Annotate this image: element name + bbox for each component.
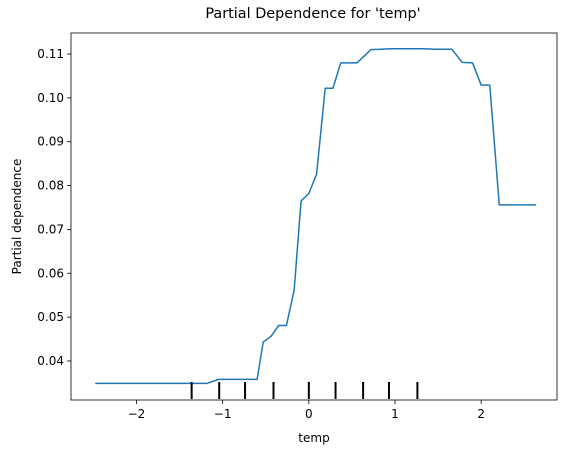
y-tick-label-4: 0.08 — [37, 179, 64, 193]
y-tick-label-2: 0.06 — [37, 266, 64, 280]
chart-title: Partial Dependence for 'temp' — [205, 6, 420, 22]
x-tick-label-3: 1 — [391, 407, 399, 421]
y-axis-label: Partial dependence — [10, 159, 24, 275]
y-tick-label-1: 0.05 — [37, 310, 64, 324]
y-axis: 0.04 0.05 0.06 0.07 0.08 0.09 0.10 0.11 — [37, 47, 71, 368]
x-tick-label-2: 0 — [305, 407, 313, 421]
series-line-0 — [95, 48, 537, 385]
y-tick-label-3: 0.07 — [37, 222, 64, 236]
y-tick-label-6: 0.10 — [37, 91, 64, 105]
axes-frame — [70, 32, 558, 401]
y-tick-label-7: 0.11 — [37, 47, 64, 61]
y-tick-label-0: 0.04 — [37, 354, 64, 368]
y-tick-label-5: 0.09 — [37, 135, 64, 149]
x-tick-label-4: 2 — [477, 407, 485, 421]
x-axis-label: temp — [298, 431, 329, 445]
x-tick-label-0: −2 — [128, 407, 146, 421]
x-axis: −2 −1 0 1 2 — [128, 400, 485, 421]
plot-area — [95, 48, 537, 399]
x-tick-label-1: −1 — [214, 407, 232, 421]
